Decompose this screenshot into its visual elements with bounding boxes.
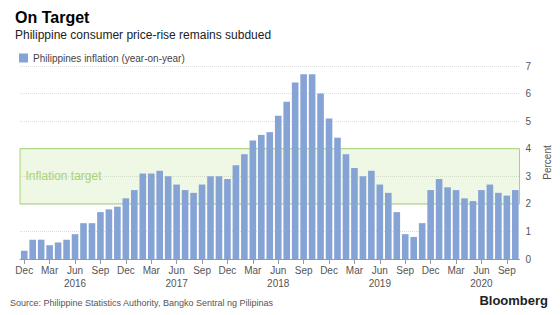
svg-text:Mar: Mar xyxy=(447,265,465,276)
svg-text:Dec: Dec xyxy=(117,265,135,276)
svg-text:4: 4 xyxy=(526,143,532,154)
svg-text:1: 1 xyxy=(526,226,532,237)
svg-text:Mar: Mar xyxy=(244,265,262,276)
svg-text:2017: 2017 xyxy=(166,278,189,289)
svg-text:Mar: Mar xyxy=(41,265,59,276)
svg-text:2020: 2020 xyxy=(470,278,493,289)
svg-text:Jun: Jun xyxy=(270,265,286,276)
svg-text:Dec: Dec xyxy=(219,265,237,276)
svg-text:5: 5 xyxy=(526,116,532,127)
svg-text:Sep: Sep xyxy=(295,265,313,276)
svg-text:Dec: Dec xyxy=(320,265,338,276)
svg-text:Inflation target: Inflation target xyxy=(26,169,103,183)
svg-text:7: 7 xyxy=(526,61,532,72)
svg-text:2019: 2019 xyxy=(369,278,392,289)
svg-text:Philippine consumer price-rise: Philippine consumer price-rise remains s… xyxy=(15,28,271,42)
svg-text:6: 6 xyxy=(526,88,532,99)
svg-text:2016: 2016 xyxy=(64,278,87,289)
svg-text:Philippines inflation (year-on: Philippines inflation (year-on-year) xyxy=(33,53,185,64)
svg-text:Dec: Dec xyxy=(422,265,440,276)
svg-text:Mar: Mar xyxy=(346,265,364,276)
svg-text:Bloomberg: Bloomberg xyxy=(479,293,548,308)
svg-text:Dec: Dec xyxy=(15,265,33,276)
svg-text:Sep: Sep xyxy=(396,265,414,276)
svg-text:Sep: Sep xyxy=(193,265,211,276)
svg-text:Mar: Mar xyxy=(143,265,161,276)
svg-text:Jun: Jun xyxy=(67,265,83,276)
svg-text:Source: Philippine Statistics: Source: Philippine Statistics Authority,… xyxy=(10,298,273,308)
svg-text:Percent: Percent xyxy=(542,145,553,180)
svg-text:Jun: Jun xyxy=(169,265,185,276)
svg-text:On Target: On Target xyxy=(15,9,90,26)
svg-text:0: 0 xyxy=(526,254,532,265)
svg-text:Sep: Sep xyxy=(92,265,110,276)
svg-text:2018: 2018 xyxy=(267,278,290,289)
svg-text:Jun: Jun xyxy=(372,265,388,276)
svg-text:Jun: Jun xyxy=(473,265,489,276)
svg-text:3: 3 xyxy=(526,171,532,182)
svg-text:Sep: Sep xyxy=(498,265,516,276)
svg-text:2: 2 xyxy=(526,198,532,209)
